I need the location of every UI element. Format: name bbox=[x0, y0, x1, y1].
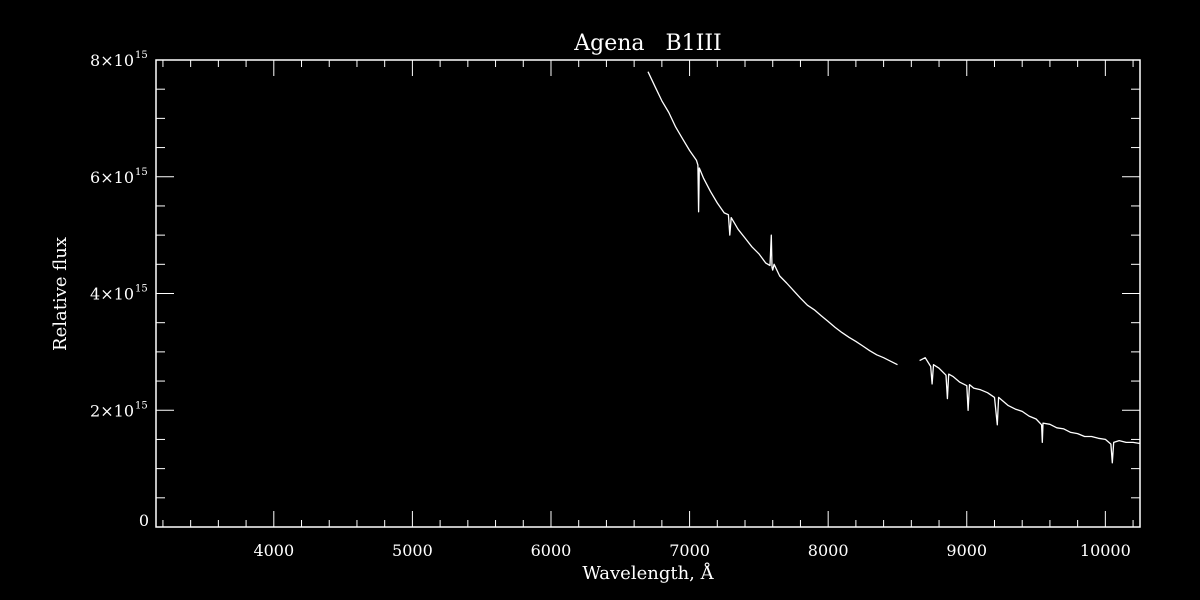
x-tick-label: 5000 bbox=[392, 541, 433, 560]
y-tick-label: 4×10 bbox=[90, 285, 134, 304]
y-axis-ticks: 02×10 154×10 156×10 158×10 15 bbox=[90, 50, 1140, 530]
spectrum-line bbox=[647, 71, 898, 366]
x-axis-label: Wavelength, Å bbox=[582, 562, 714, 584]
y-tick-label: 2×10 bbox=[90, 401, 134, 420]
y-tick-label: 0 bbox=[139, 511, 149, 530]
x-tick-label: 7000 bbox=[669, 541, 710, 560]
y-tick-exponent: 15 bbox=[135, 400, 148, 411]
y-tick-exponent: 15 bbox=[135, 284, 148, 295]
x-tick-label: 9000 bbox=[946, 541, 987, 560]
y-tick-exponent: 15 bbox=[135, 167, 148, 178]
spectrum-line bbox=[919, 357, 1141, 464]
y-tick-label: 6×10 bbox=[90, 168, 134, 187]
x-tick-label: 4000 bbox=[253, 541, 294, 560]
y-tick-label: 8×10 bbox=[90, 51, 134, 70]
x-axis-ticks: 4000 5000 6000 7000 8000 9000 10000 bbox=[162, 60, 1134, 560]
chart-title: Agena B1III bbox=[573, 31, 722, 56]
x-tick-label: 10000 bbox=[1080, 541, 1131, 560]
series-layer bbox=[647, 71, 1141, 464]
y-tick-exponent: 15 bbox=[135, 50, 148, 61]
y-axis-label: Relative flux bbox=[50, 237, 71, 351]
x-tick-label: 6000 bbox=[531, 541, 572, 560]
x-tick-label: 8000 bbox=[808, 541, 849, 560]
